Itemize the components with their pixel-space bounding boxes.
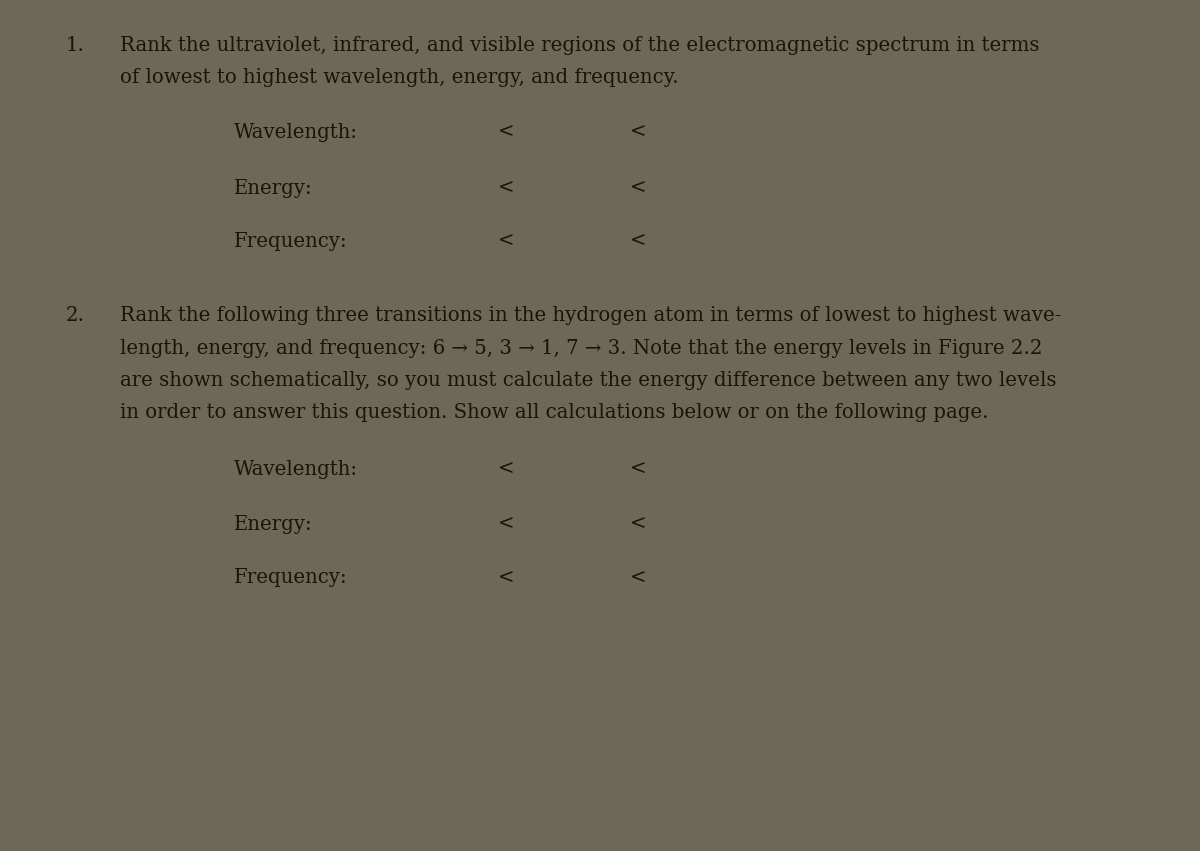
Text: <: < <box>630 179 647 197</box>
Text: Rank the following three transitions in the hydrogen atom in terms of lowest to : Rank the following three transitions in … <box>120 306 1062 325</box>
Text: in order to answer this question. Show all calculations below or on the followin: in order to answer this question. Show a… <box>120 403 989 422</box>
Text: <: < <box>630 568 647 587</box>
Text: Frequency:: Frequency: <box>234 568 348 587</box>
Text: length, energy, and frequency: 6 → 5, 3 → 1, 7 → 3. Note that the energy levels : length, energy, and frequency: 6 → 5, 3 … <box>120 339 1043 357</box>
Text: Energy:: Energy: <box>234 179 313 197</box>
Text: <: < <box>498 515 515 534</box>
Text: <: < <box>498 179 515 197</box>
Text: <: < <box>630 515 647 534</box>
Text: are shown schematically, so you must calculate the energy difference between any: are shown schematically, so you must cal… <box>120 371 1056 390</box>
Text: <: < <box>630 232 647 251</box>
Text: Wavelength:: Wavelength: <box>234 123 358 142</box>
Text: Frequency:: Frequency: <box>234 232 348 251</box>
Text: <: < <box>630 460 647 478</box>
Text: Energy:: Energy: <box>234 515 313 534</box>
Text: of lowest to highest wavelength, energy, and frequency.: of lowest to highest wavelength, energy,… <box>120 68 679 87</box>
Text: <: < <box>498 568 515 587</box>
Text: <: < <box>498 232 515 251</box>
Text: 1.: 1. <box>66 36 85 54</box>
Text: 2.: 2. <box>66 306 85 325</box>
Text: Wavelength:: Wavelength: <box>234 460 358 478</box>
Text: <: < <box>498 460 515 478</box>
Text: <: < <box>498 123 515 142</box>
Text: <: < <box>630 123 647 142</box>
Text: Rank the ultraviolet, infrared, and visible regions of the electromagnetic spect: Rank the ultraviolet, infrared, and visi… <box>120 36 1039 54</box>
